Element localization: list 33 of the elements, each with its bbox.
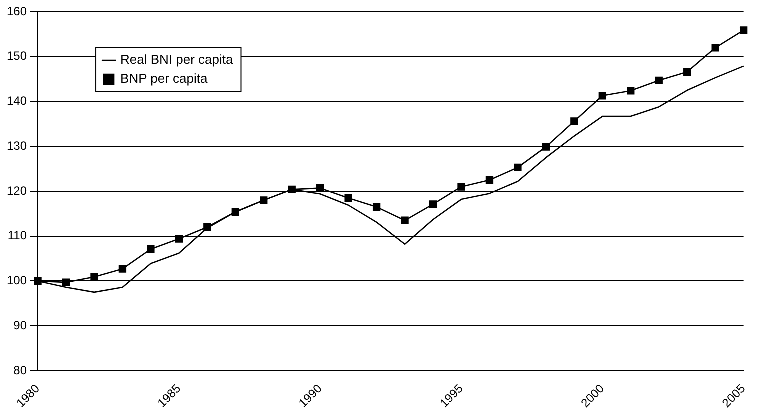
y-tick-label: 130 [6,138,28,153]
point [344,194,352,202]
point [429,200,438,208]
point [175,235,184,243]
point [740,26,748,34]
point [62,278,70,286]
point [514,164,522,172]
y-tick-label: 160 [6,4,28,18]
y-tick-label: 120 [6,184,28,198]
y-tick-label: 110 [8,228,28,243]
y-tick-label: 150 [6,49,28,64]
point [684,68,692,76]
point [655,76,663,84]
legend-label: BNP per capita [120,71,208,86]
point [316,184,324,192]
point [542,143,550,151]
point [598,92,606,100]
point [570,118,578,126]
point [147,246,155,254]
point [627,87,635,95]
point [401,216,409,224]
y-tick-label: 90 [14,318,28,332]
point [34,277,42,286]
legend-label: Real BNI per capita [120,52,234,68]
point [372,203,381,212]
y-tick-label: 80 [14,363,28,378]
point [486,176,494,184]
y-tick-label: 100 [6,274,28,288]
point [458,183,466,191]
point [712,44,720,52]
y-tick-label: 140 [6,94,28,108]
point [90,273,98,281]
point [118,265,127,273]
